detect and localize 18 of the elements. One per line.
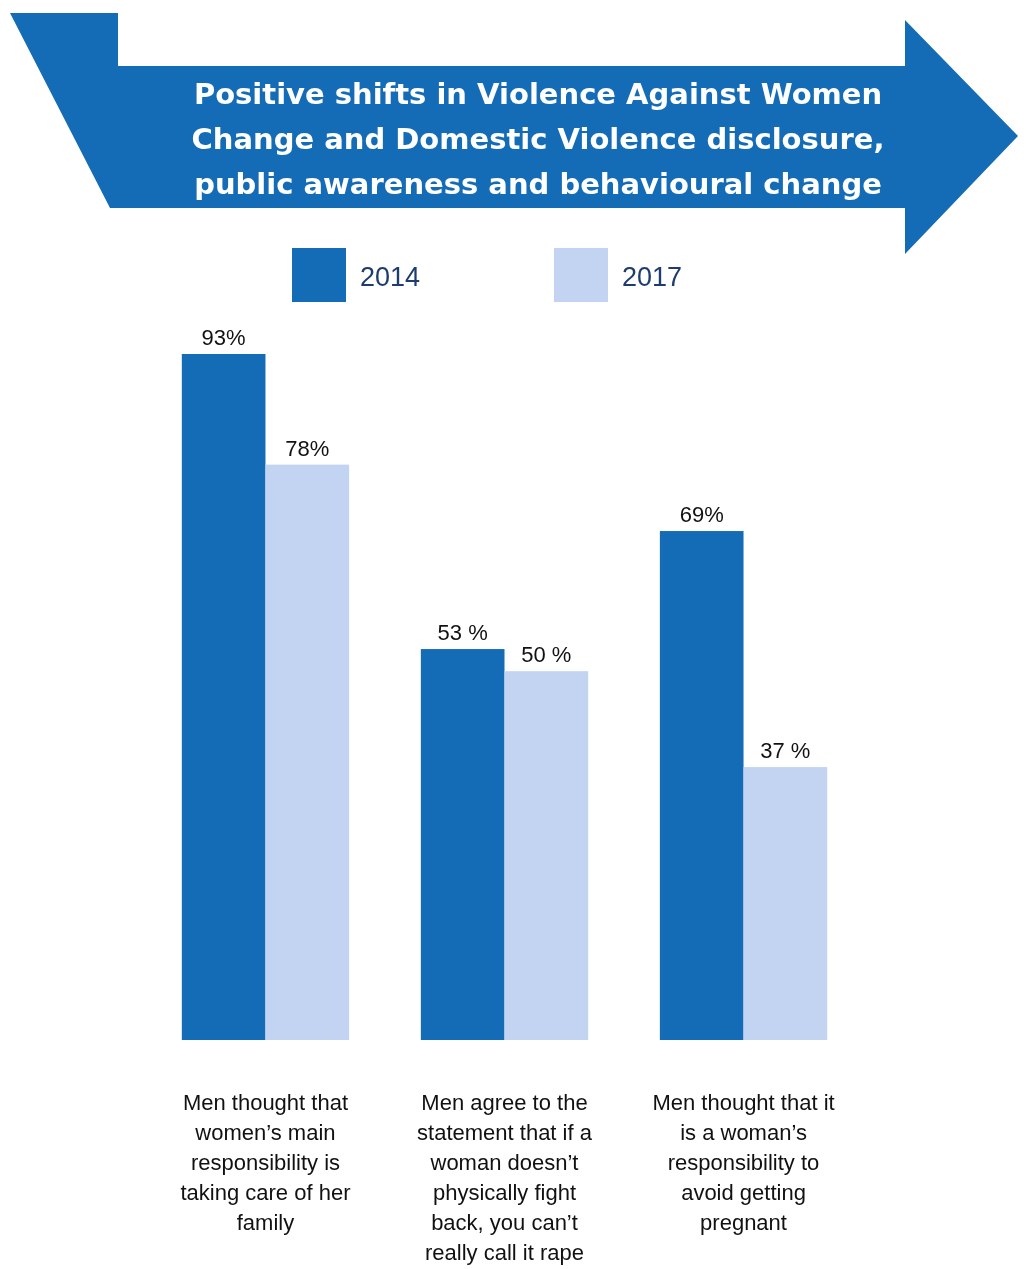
bar: [504, 671, 589, 1040]
legend-label: 2017: [622, 262, 683, 292]
data-label: 93%: [201, 325, 246, 350]
chart-title: Positive shifts in Violence Against Women Change and Domestic Violence disclosure, public awareness and behavioural change: [191, 77, 885, 201]
data-label: 37 %: [760, 738, 811, 764]
bar: [659, 531, 744, 1040]
x-tick-label: Men agree to the statement that if a woman doesn’t physically fight back, you can’t really call it rape: [417, 1090, 593, 1265]
data-label: 50 %: [521, 642, 572, 668]
legend-label: 2014: [360, 262, 421, 292]
x-tick-label: Men thought that it is a woman’s responsibility to avoid getting pregnant: [652, 1090, 835, 1235]
bar: [743, 767, 828, 1040]
data-label: 78%: [285, 435, 330, 461]
bar: [265, 464, 350, 1040]
x-tick-label: Men thought that women’s main responsibility is taking care of her family: [180, 1090, 351, 1235]
data-label: 69%: [679, 502, 724, 528]
bar: [420, 649, 505, 1040]
data-label: 53 %: [437, 620, 488, 646]
bar: [181, 354, 266, 1040]
